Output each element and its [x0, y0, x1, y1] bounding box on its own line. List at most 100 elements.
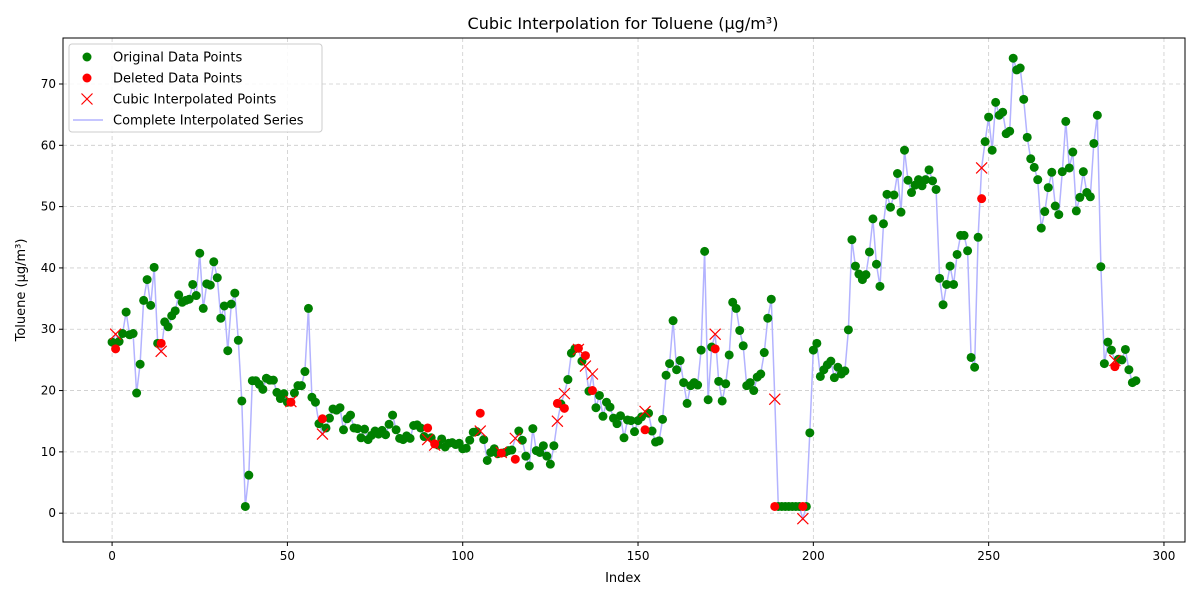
- original-data-point: [223, 346, 233, 356]
- legend-marker-original: [82, 52, 92, 62]
- original-data-point: [1120, 344, 1130, 354]
- original-data-point: [833, 362, 843, 372]
- original-data-point: [1092, 110, 1102, 120]
- original-data-point: [300, 367, 310, 377]
- x-tick-label: 200: [802, 549, 825, 563]
- original-data-point: [296, 381, 306, 391]
- y-tick-label: 70: [41, 77, 56, 91]
- original-data-point: [230, 288, 240, 298]
- original-data-point: [1064, 163, 1074, 173]
- original-data-point: [437, 434, 447, 444]
- legend-marker-cubic: [81, 93, 93, 105]
- original-data-point: [1131, 376, 1141, 386]
- original-data-point: [1026, 154, 1036, 164]
- original-data-point: [310, 397, 320, 407]
- original-data-point: [335, 403, 345, 413]
- original-data-point: [233, 335, 243, 345]
- original-data-point: [679, 378, 689, 388]
- original-data-point: [1019, 94, 1029, 104]
- cubic-interpolated-point: [586, 368, 599, 380]
- original-data-point: [759, 348, 769, 358]
- original-data-point: [279, 389, 289, 399]
- original-data-point: [763, 313, 773, 323]
- original-data-point: [875, 281, 885, 291]
- deleted-data-point: [770, 501, 780, 511]
- original-data-point: [1124, 365, 1134, 375]
- original-data-point: [949, 279, 959, 289]
- cubic-interpolated-point: [509, 432, 522, 445]
- original-data-point: [749, 386, 759, 396]
- original-data-point: [381, 430, 391, 440]
- original-data-point: [1085, 192, 1095, 202]
- original-data-point: [405, 433, 415, 443]
- original-data-point: [738, 341, 748, 351]
- original-data-point: [1005, 126, 1015, 136]
- original-data-point: [861, 270, 871, 280]
- original-data-point: [528, 424, 538, 434]
- original-data-point: [163, 322, 173, 332]
- original-data-point: [170, 306, 180, 316]
- original-data-point: [871, 259, 881, 269]
- original-data-point: [1054, 210, 1064, 220]
- original-data-point: [384, 419, 394, 429]
- deleted-data-point: [640, 425, 650, 435]
- original-data-point: [731, 303, 741, 313]
- x-tick-label: 150: [627, 549, 650, 563]
- original-data-point: [461, 443, 471, 453]
- original-data-point: [1029, 162, 1039, 172]
- original-data-point: [1106, 345, 1116, 355]
- original-data-point: [549, 441, 559, 451]
- original-data-point: [815, 371, 825, 381]
- original-data-point: [538, 441, 548, 451]
- cubic-interpolated-point: [975, 162, 988, 174]
- original-data-point: [482, 455, 492, 465]
- original-data-point: [226, 299, 236, 309]
- deleted-data-point: [430, 439, 440, 449]
- original-data-point: [324, 413, 334, 423]
- original-data-point: [321, 423, 331, 433]
- original-data-point: [840, 366, 850, 376]
- original-data-point: [826, 356, 836, 366]
- original-data-point: [696, 345, 706, 355]
- original-data-point: [829, 373, 839, 383]
- original-data-point: [521, 451, 531, 461]
- original-data-point: [882, 189, 892, 199]
- cubic-interpolated-point: [155, 345, 168, 358]
- original-data-point: [1015, 63, 1025, 73]
- original-data-point: [724, 350, 734, 360]
- original-data-point: [219, 301, 229, 311]
- original-data-point: [146, 300, 156, 310]
- original-data-point: [672, 365, 682, 375]
- deleted-data-point: [156, 338, 166, 348]
- cubic-interpolated-point: [474, 425, 487, 437]
- original-data-point: [717, 396, 727, 406]
- cubic-interpolated-point: [558, 387, 571, 400]
- data-markers: [107, 53, 1141, 525]
- x-axis-ticks: 0 50 100 150 200 250 300: [108, 542, 1175, 563]
- original-data-point: [808, 345, 818, 355]
- original-data-point: [142, 275, 152, 285]
- original-data-point: [594, 390, 604, 400]
- original-data-point: [987, 145, 997, 155]
- original-data-point: [889, 190, 899, 200]
- deleted-data-point: [552, 398, 562, 408]
- cubic-interpolated-point: [495, 446, 508, 459]
- original-data-point: [665, 359, 675, 369]
- original-data-point: [991, 97, 1001, 107]
- legend-label-series: Complete Interpolated Series: [113, 114, 304, 129]
- y-tick-label: 50: [41, 200, 56, 214]
- original-data-point: [289, 388, 299, 398]
- original-data-point: [921, 175, 931, 185]
- original-data-point: [658, 414, 668, 424]
- original-data-point: [107, 337, 117, 347]
- original-data-point: [637, 412, 647, 422]
- original-data-point: [1047, 167, 1057, 177]
- y-tick-label: 10: [41, 445, 56, 459]
- original-data-point: [139, 295, 149, 305]
- original-data-point: [346, 410, 356, 420]
- original-data-point: [1071, 206, 1081, 216]
- original-data-point: [850, 261, 860, 271]
- original-data-point: [339, 425, 348, 435]
- original-data-point: [630, 427, 640, 437]
- original-data-point: [149, 262, 159, 272]
